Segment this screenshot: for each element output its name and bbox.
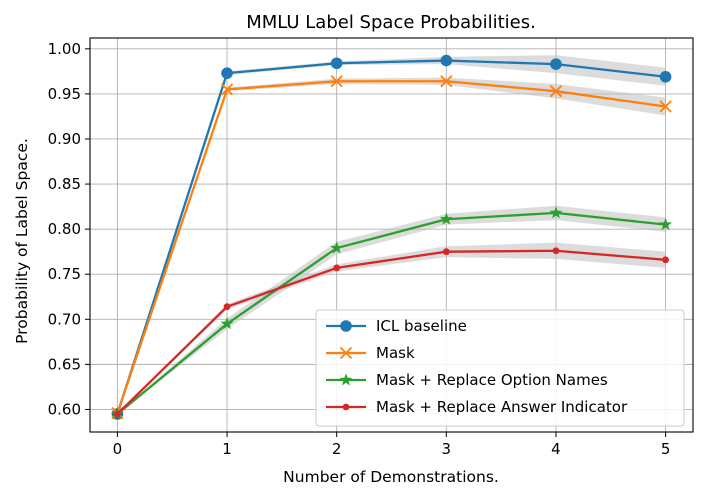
- data-point: [223, 303, 231, 311]
- plot-frame: [89, 37, 694, 433]
- legend-entry: Mask + Replace Answer Indicator: [326, 398, 628, 416]
- data-point: [340, 320, 352, 332]
- data-point: [440, 54, 453, 67]
- data-point: [440, 75, 453, 88]
- x-tick-label: 4: [551, 440, 561, 458]
- data-point: [549, 85, 563, 98]
- series-line: [116, 59, 666, 415]
- x-axis-ticks: 0 1 2 3 4 5: [113, 432, 671, 458]
- legend-label: Mask + Replace Option Names: [376, 371, 608, 389]
- data-point: [439, 212, 453, 225]
- legend: ICL baseline Mask Mask + Replace Option Na…: [315, 309, 685, 427]
- y-tick-label: 0.80: [48, 220, 81, 238]
- x-tick-label: 2: [332, 440, 342, 458]
- legend-label: ICL baseline: [376, 317, 467, 335]
- legend-entry: Mask: [326, 344, 415, 362]
- series-line: [116, 80, 666, 414]
- data-point: [330, 75, 343, 88]
- series-line: [116, 249, 666, 415]
- legend-label: Mask: [376, 344, 415, 362]
- legend-label: Mask + Replace Answer Indicator: [376, 398, 628, 416]
- data-point: [659, 100, 672, 113]
- data-point: [333, 264, 341, 272]
- x-tick-label: 3: [442, 440, 452, 458]
- y-tick-label: 0.85: [48, 175, 81, 193]
- y-tick-label: 0.95: [48, 85, 81, 103]
- y-axis-ticks: 0.60 0.65 0.70 0.75 0.80 0.85 0.90 0.95 1.00: [48, 40, 90, 418]
- data-point: [659, 70, 672, 83]
- data-point: [549, 206, 563, 219]
- data-point: [552, 247, 560, 255]
- y-tick-label: 0.60: [48, 400, 81, 418]
- y-tick-label: 0.65: [48, 355, 81, 373]
- series-lines: [110, 54, 673, 420]
- y-tick-label: 0.70: [48, 310, 81, 328]
- data-point: [330, 57, 343, 70]
- series-line: [116, 211, 666, 415]
- chart-title: MMLU Label Space Probabilities.: [246, 12, 536, 33]
- legend-entry: ICL baseline: [326, 317, 467, 335]
- axes: [89, 37, 694, 433]
- y-tick-label: 1.00: [48, 40, 81, 58]
- data-point: [220, 83, 234, 96]
- y-tick-label: 0.90: [48, 130, 81, 148]
- x-tick-label: 1: [222, 440, 232, 458]
- data-point: [339, 346, 353, 360]
- data-point: [662, 256, 669, 264]
- legend-entry: Mask + Replace Option Names: [326, 371, 608, 389]
- y-axis-title: Probability of Label Space.: [13, 138, 31, 344]
- legend-box: [315, 309, 685, 427]
- data-point: [330, 241, 344, 254]
- data-point: [220, 317, 234, 330]
- confidence-bands: [117, 55, 666, 414]
- y-tick-label: 0.75: [48, 265, 81, 283]
- data-point: [342, 403, 350, 411]
- data-point: [442, 248, 450, 256]
- series: [114, 247, 669, 418]
- data-point: [114, 410, 121, 418]
- x-tick-label: 0: [113, 440, 123, 458]
- data-point: [550, 58, 562, 70]
- data-point: [659, 217, 673, 231]
- data-point: [339, 373, 353, 386]
- x-axis-title: Number of Demonstrations.: [283, 468, 499, 486]
- x-tick-label: 5: [661, 440, 671, 458]
- data-point: [221, 67, 233, 79]
- confidence-band: [117, 242, 666, 414]
